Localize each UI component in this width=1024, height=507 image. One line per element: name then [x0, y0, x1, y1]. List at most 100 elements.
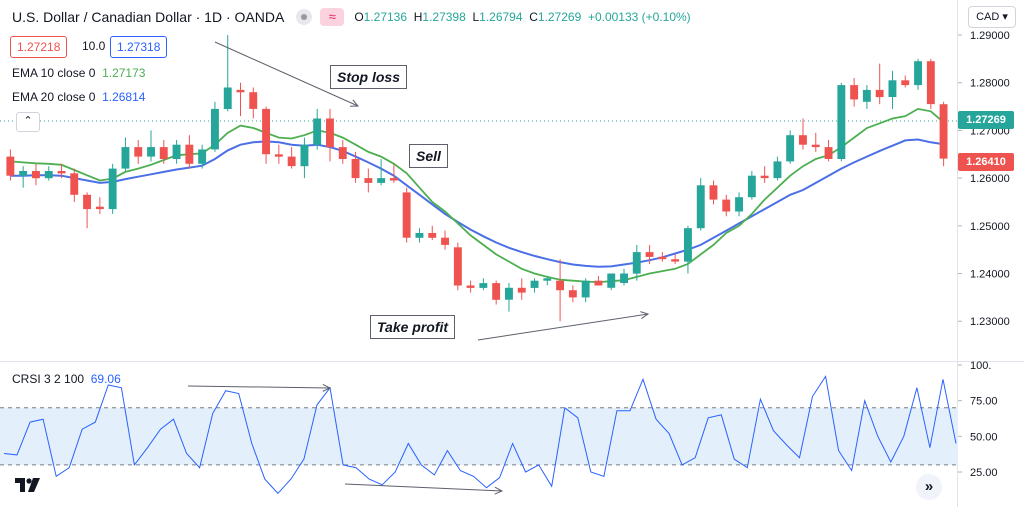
candle [453, 242, 462, 291]
stop-loss-annotation[interactable]: Stop loss [330, 65, 408, 89]
crsi-tick-label: 100. [970, 360, 991, 372]
open-value: 1.27136 [363, 10, 408, 24]
candle-body [862, 89, 871, 102]
candle-body [543, 278, 552, 281]
candle-body [198, 149, 207, 164]
price-tick-label: 1.29000 [970, 30, 1010, 42]
candle [747, 170, 756, 200]
take-profit-annotation[interactable]: Take profit [370, 315, 456, 339]
candle-body [620, 273, 628, 283]
candle-body [709, 185, 718, 200]
price-tick-label: 1.26000 [970, 173, 1010, 185]
candle-body [83, 194, 91, 210]
candle-body [939, 104, 948, 159]
candle [274, 144, 283, 164]
candle [926, 58, 935, 109]
spread-value: 10.0 [76, 36, 112, 56]
take-profit-arrow [477, 313, 649, 341]
ema20-legend[interactable]: EMA 20 close 0 1.26814 [12, 90, 145, 104]
tradingview-logo-icon[interactable] [14, 476, 42, 494]
candle [211, 101, 219, 152]
candle-body [850, 85, 859, 100]
crsi-label: CRSI 3 2 100 [12, 372, 85, 386]
collapse-legend-button[interactable]: ⌃ [16, 112, 40, 132]
candle [57, 163, 66, 179]
crsi-legend[interactable]: CRSI 3 2 100 69.06 [12, 372, 121, 386]
candle [147, 130, 155, 162]
ema20-line [10, 138, 944, 268]
ohlc-values: O1.27136 H1.27398 L1.26794 C1.27269 +0.0… [354, 10, 690, 24]
ema10-legend[interactable]: EMA 10 close 0 1.27173 [12, 66, 145, 80]
candle-body [530, 280, 539, 288]
crsi-band-fill [0, 407, 958, 465]
candle-body [211, 108, 219, 150]
sell-button[interactable]: 1.27218 [10, 36, 68, 58]
candle-body [364, 178, 373, 183]
candle [517, 278, 526, 300]
crsi-tick-label: 50.00 [970, 431, 998, 443]
candle-body [428, 233, 437, 238]
price-tick-label: 1.24000 [970, 269, 1010, 281]
candle-body [134, 147, 143, 157]
candle-body [722, 199, 731, 212]
take-profit-arrow-head [640, 311, 650, 319]
candle [198, 144, 207, 169]
scroll-to-latest-button[interactable]: » [916, 474, 942, 500]
candle-body [236, 89, 245, 93]
market-status-icon [296, 9, 313, 25]
crsi-value: 69.06 [90, 372, 121, 386]
candle-body [517, 287, 526, 293]
crsi-pane [3, 375, 957, 495]
wave-icon[interactable]: ≈ [320, 8, 345, 26]
candle-body [786, 135, 795, 162]
price-tick-label: 1.25000 [970, 221, 1010, 233]
candle [786, 130, 795, 164]
ema10-line [10, 107, 945, 284]
sell-annotation[interactable]: Sell [409, 144, 448, 168]
candle [83, 192, 91, 229]
price-axis: 1.290001.280001.270001.260001.250001.240… [958, 30, 1010, 479]
candle [824, 139, 833, 162]
candle [44, 166, 53, 181]
currency-dropdown[interactable]: CAD ▾ [968, 6, 1016, 28]
candle-body [262, 108, 270, 155]
candle [108, 163, 117, 214]
candle [530, 278, 539, 293]
candle-body [696, 185, 705, 229]
candle [134, 139, 143, 164]
candle [19, 166, 28, 188]
close-value: 1.27269 [537, 10, 582, 24]
candle-body [32, 171, 40, 179]
candle [620, 268, 628, 286]
candle [121, 137, 130, 171]
candle [901, 75, 910, 88]
candle-body [389, 178, 398, 181]
candle [581, 278, 590, 303]
candle-body [926, 61, 935, 105]
buy-button[interactable]: 1.27318 [110, 36, 168, 58]
crsi-band-placeholder [0, 0, 1, 1]
candle [287, 147, 296, 169]
chart-header: U.S. Dollar / Canadian Dollar · 1D · OAN… [12, 6, 691, 28]
candle [875, 63, 884, 105]
candle-body [402, 192, 411, 238]
candle-body [671, 259, 680, 262]
candle [351, 151, 360, 183]
candle-body [568, 290, 577, 298]
candle [658, 252, 667, 262]
candle [415, 228, 424, 243]
candle [939, 101, 948, 167]
candle-body [185, 144, 194, 164]
candle [6, 149, 15, 181]
candle-body [645, 252, 654, 257]
high-value: 1.27398 [422, 10, 466, 24]
candle-body [914, 61, 922, 86]
candle-body [147, 147, 155, 157]
stop-loss-arrow [214, 41, 359, 107]
candle-body [888, 80, 897, 97]
candle-body [19, 171, 28, 176]
symbol-title[interactable]: U.S. Dollar / Canadian Dollar · 1D · OAN… [12, 9, 285, 25]
crsi-line [3, 375, 957, 495]
price-tick-label: 1.28000 [970, 78, 1010, 90]
